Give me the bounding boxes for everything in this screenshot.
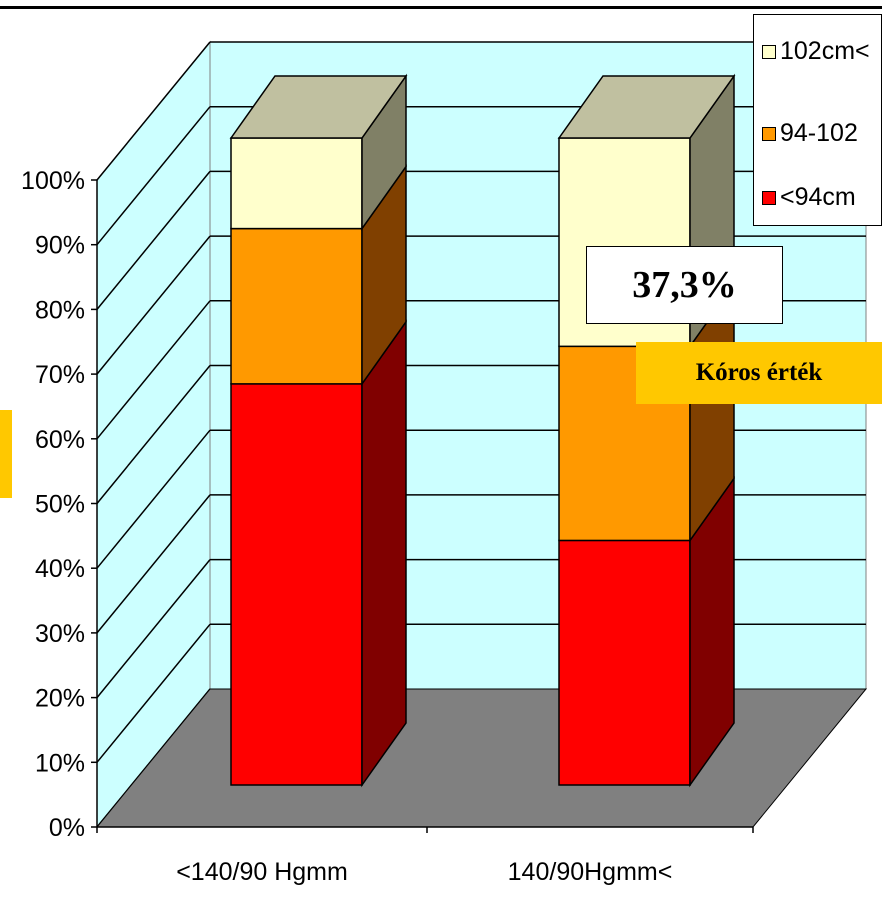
gridline-side xyxy=(96,429,211,569)
floor-panel xyxy=(95,688,868,828)
legend-label-94-102: 94-102 xyxy=(780,119,858,147)
legend-item-94cm: <94cm xyxy=(762,183,856,212)
legend-label-94cm: <94cm xyxy=(780,183,856,211)
bar-top-1 xyxy=(557,75,736,139)
y-tick-label: 90% xyxy=(35,232,85,260)
gridline-side xyxy=(96,494,211,634)
bar-front-0-1 xyxy=(230,227,363,385)
bar-front-1-0 xyxy=(558,539,691,786)
y-tick-label: 70% xyxy=(35,361,85,389)
legend-item-94-102: 94-102 xyxy=(762,119,858,148)
y-tick-label: 80% xyxy=(35,296,85,324)
gridline-side xyxy=(96,106,211,246)
y-tick-label: 30% xyxy=(35,620,85,648)
legend-label-102cm: 102cm< xyxy=(780,37,870,65)
left-accent-tab xyxy=(0,410,12,498)
y-tick-label: 0% xyxy=(49,814,85,842)
y-tick-label: 40% xyxy=(35,555,85,583)
y-tick-label: 20% xyxy=(35,685,85,713)
chart-floor xyxy=(95,688,868,828)
y-tick-labels: 0% 10% 20% 30% 40% 50% 60% 70% 80% 90% 100% xyxy=(21,167,85,842)
y-tick-label: 50% xyxy=(35,491,85,519)
y-tick-label: 60% xyxy=(35,426,85,454)
y-tick-label: 100% xyxy=(21,167,85,195)
y-axis xyxy=(91,179,754,833)
legend-item-102cm: 102cm< xyxy=(762,37,870,66)
y-tick-label: 10% xyxy=(35,749,85,777)
bar-top-0 xyxy=(229,75,408,139)
legend-swatch-94cm xyxy=(762,190,776,205)
gridline-side xyxy=(96,300,211,440)
bar-front-0-2 xyxy=(230,137,363,230)
gridline-side xyxy=(96,235,211,375)
value-callout: 37,3% xyxy=(586,246,783,324)
legend: 102cm< 94-102 <94cm xyxy=(753,14,882,226)
gridline-side xyxy=(96,623,211,763)
gridline-side xyxy=(96,41,211,181)
gridline-side xyxy=(96,365,211,504)
legend-swatch-94-102 xyxy=(762,126,776,141)
x-category-label: <140/90 Hgmm xyxy=(176,858,348,886)
legend-swatch-102cm xyxy=(762,44,776,59)
x-category-labels: <140/90 Hgmm 140/90Hgmm< xyxy=(176,858,672,886)
gridline-side xyxy=(96,559,211,699)
bar-front-0-0 xyxy=(230,383,363,786)
x-category-label: 140/90Hgmm< xyxy=(508,858,673,886)
abnormal-value-tag: Kóros érték xyxy=(636,342,882,404)
gridline-side xyxy=(96,170,211,310)
top-rule xyxy=(0,6,882,9)
bar-side-0-0 xyxy=(361,319,407,788)
